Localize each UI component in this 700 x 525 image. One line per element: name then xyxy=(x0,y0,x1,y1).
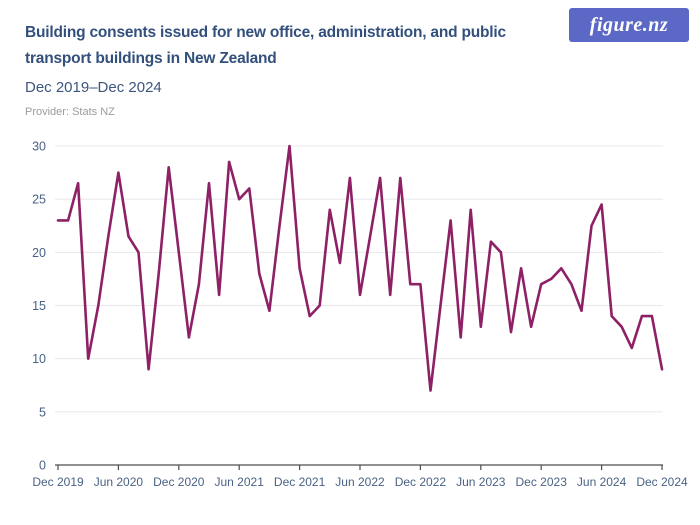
x-tick-label: Dec 2021 xyxy=(274,475,326,489)
y-tick-label: 15 xyxy=(32,299,46,313)
y-tick-label: 5 xyxy=(39,405,46,419)
x-axis: Dec 2019 Jun 2020 Dec 2020 Jun 2021 Dec 2021… xyxy=(32,465,688,489)
consents-series-line xyxy=(56,144,664,392)
x-tick-label: Dec 2019 xyxy=(32,475,84,489)
chart-header: Building consents issued for new office,… xyxy=(25,20,506,118)
y-tick-label: 0 xyxy=(39,459,46,473)
page-title-line-1: Building consents issued for new office,… xyxy=(25,24,506,41)
gridlines xyxy=(55,145,663,466)
figure-nz-logo[interactable]: figure.nz xyxy=(569,8,689,42)
x-tick-label: Jun 2023 xyxy=(456,475,506,489)
x-tick-label: Dec 2020 xyxy=(153,475,205,489)
provider-label: Provider: Stats NZ xyxy=(25,106,115,118)
page-title-line-2: transport buildings in New Zealand xyxy=(25,50,277,67)
x-tick-label: Dec 2023 xyxy=(516,475,568,489)
y-axis-labels: 0 5 10 15 20 25 30 xyxy=(32,140,46,473)
y-tick-label: 20 xyxy=(32,246,46,260)
y-tick-label: 10 xyxy=(32,352,46,366)
x-tick-label: Jun 2022 xyxy=(335,475,385,489)
y-tick-label: 30 xyxy=(32,140,46,154)
date-range-subtitle: Dec 2019–Dec 2024 xyxy=(25,79,162,96)
x-tick-label: Dec 2024 xyxy=(636,475,688,489)
x-tick-label: Jun 2021 xyxy=(215,475,265,489)
x-tick-label: Dec 2022 xyxy=(395,475,447,489)
x-tick-label: Jun 2024 xyxy=(577,475,627,489)
y-tick-label: 25 xyxy=(32,193,46,207)
x-tick-label: Jun 2020 xyxy=(94,475,144,489)
figure-nz-logo-text: figure.nz xyxy=(589,13,669,36)
